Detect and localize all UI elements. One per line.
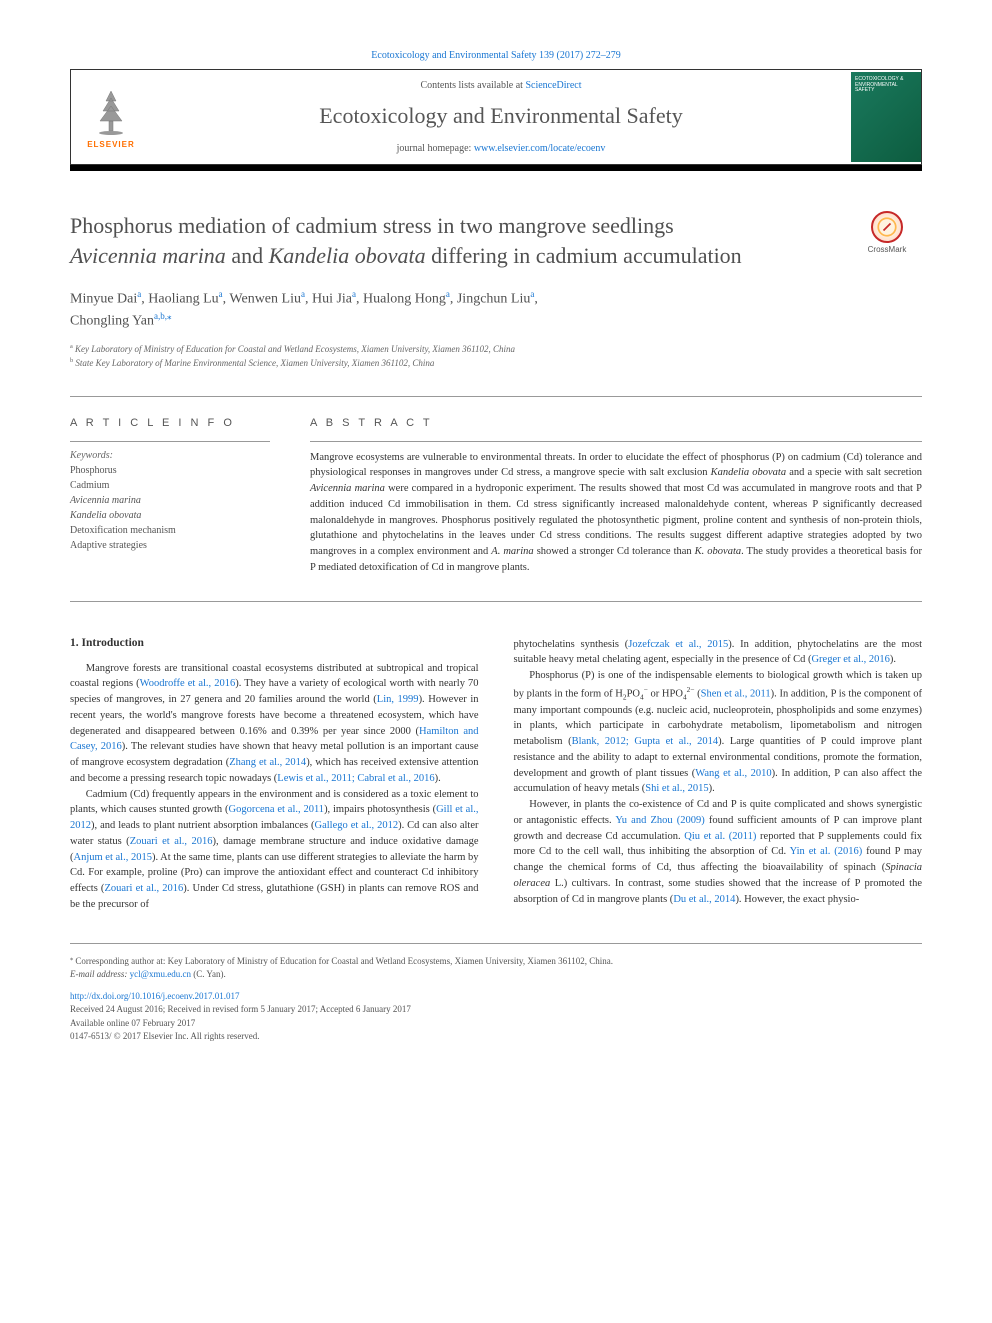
ref-link[interactable]: Jozefczak et al., 2015 [628,639,728,650]
affiliations: a Key Laboratory of Ministry of Educatio… [70,342,922,371]
abstract: A B S T R A C T Mangrove ecosystems are … [310,417,922,576]
ref-link[interactable]: Qiu et al. (2011) [684,831,756,842]
article-title: Phosphorus mediation of cadmium stress i… [70,211,832,270]
sciencedirect-link[interactable]: ScienceDirect [525,80,581,91]
affil-link[interactable]: a [352,289,356,299]
affil-link[interactable]: a [137,289,141,299]
affil-link[interactable]: a,b, [154,311,167,321]
ref-link[interactable]: Anjum et al., 2015 [74,852,152,863]
ref-link[interactable]: Yin et al. (2016) [790,846,863,857]
email-link[interactable]: ycl@xmu.edu.cn [130,969,191,979]
ref-link[interactable]: Zouari et al., 2016 [104,883,183,894]
journal-cover[interactable]: ECOTOXICOLOGY & ENVIRONMENTAL SAFETY [851,72,921,162]
doi-link[interactable]: http://dx.doi.org/10.1016/j.ecoenv.2017.… [70,990,922,1004]
ref-link[interactable]: Du et al., 2014 [673,894,735,905]
crossmark-badge[interactable]: CrossMark [852,211,922,254]
affil-link[interactable]: a [301,289,305,299]
homepage-link[interactable]: www.elsevier.com/locate/ecoenv [474,143,606,154]
introduction-heading: 1. Introduction [70,637,479,649]
ref-link[interactable]: Wang et al., 2010 [695,768,771,779]
homepage-line: journal homepage: www.elsevier.com/locat… [161,143,841,154]
ref-link[interactable]: Lewis et al., 2011; Cabral et al., 2016 [277,773,434,784]
ref-link[interactable]: Lin, 1999 [377,694,419,705]
ref-link[interactable]: Woodroffe et al., 2016 [140,678,236,689]
affil-link[interactable]: a [530,289,534,299]
abstract-text: Mangrove ecosystems are vulnerable to en… [310,450,922,576]
elsevier-text: ELSEVIER [87,140,135,149]
divider [70,396,922,397]
article-info-heading: A R T I C L E I N F O [70,417,270,429]
affil-link[interactable]: a [446,289,450,299]
authors-list: Minyue Daia, Haoliang Lua, Wenwen Liua, … [70,288,922,331]
title-section: Phosphorus mediation of cadmium stress i… [70,211,922,270]
keywords-label: Keywords: [70,450,270,461]
elsevier-logo[interactable]: ELSEVIER [71,72,151,162]
article-info: A R T I C L E I N F O Keywords: Phosphor… [70,417,270,576]
header-box: ELSEVIER Contents lists available at Sci… [70,69,922,165]
body-col-left: 1. Introduction Mangrove forests are tra… [70,637,479,913]
body-text: phytochelatins synthesis (Jozefczak et a… [514,637,923,908]
contents-line: Contents lists available at ScienceDirec… [161,80,841,91]
body-text: Mangrove forests are transitional coasta… [70,661,479,913]
ref-link[interactable]: Shen et al., 2011 [701,688,771,699]
crossmark-icon [871,211,903,243]
affil-link[interactable]: a [219,289,223,299]
elsevier-tree-icon [86,86,136,136]
corr-author-link[interactable]: ⁎ [167,311,172,321]
info-abstract-row: A R T I C L E I N F O Keywords: Phosphor… [70,417,922,576]
corresponding-author: ⁎ Corresponding author at: Key Laborator… [70,954,922,969]
cover-title: ECOTOXICOLOGY & ENVIRONMENTAL SAFETY [855,77,917,94]
email-line: E-mail address: ycl@xmu.edu.cn (C. Yan). [70,968,922,982]
header-black-bar [70,165,922,171]
ref-link[interactable]: Shi et al., 2015 [645,783,708,794]
ref-link[interactable]: Gallego et al., 2012 [315,820,399,831]
divider [70,601,922,602]
ref-link[interactable]: Greger et al., 2016 [811,654,889,665]
abstract-heading: A B S T R A C T [310,417,922,429]
keywords-list: Phosphorus Cadmium Avicennia marina Kand… [70,463,270,553]
header-center: Contents lists available at ScienceDirec… [151,70,851,164]
journal-name: Ecotoxicology and Environmental Safety [161,103,841,129]
crossmark-label: CrossMark [852,245,922,254]
body-col-right: phytochelatins synthesis (Jozefczak et a… [514,637,923,913]
ref-link[interactable]: Blank, 2012; Gupta et al., 2014 [572,736,719,747]
footer: ⁎ Corresponding author at: Key Laborator… [70,943,922,1044]
received-line: Received 24 August 2016; Received in rev… [70,1003,922,1017]
header-citation: Ecotoxicology and Environmental Safety 1… [70,50,922,61]
available-line: Available online 07 February 2017 [70,1017,922,1031]
body-columns: 1. Introduction Mangrove forests are tra… [70,637,922,913]
ref-link[interactable]: Gogorcena et al., 2011 [229,804,325,815]
ref-link[interactable]: Yu and Zhou (2009) [615,815,704,826]
ref-link[interactable]: Zhang et al., 2014 [229,757,306,768]
ref-link[interactable]: Zouari et al., 2016 [130,836,213,847]
citation-link[interactable]: Ecotoxicology and Environmental Safety 1… [371,50,620,61]
copyright-line: 0147-6513/ © 2017 Elsevier Inc. All righ… [70,1030,922,1044]
